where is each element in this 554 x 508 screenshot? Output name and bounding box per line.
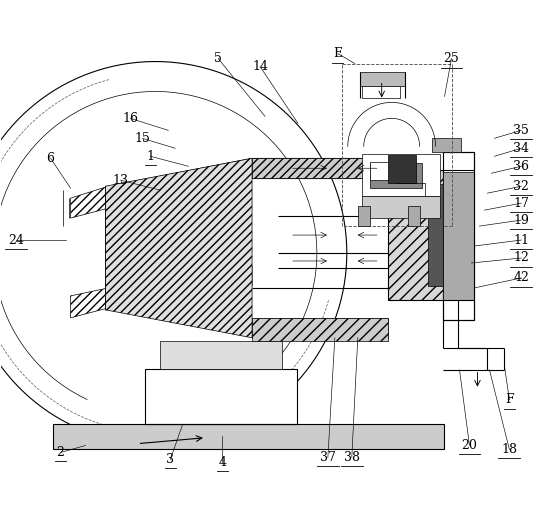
Text: 6: 6 xyxy=(47,152,55,165)
Polygon shape xyxy=(105,158,252,338)
Text: 24: 24 xyxy=(8,234,24,246)
Bar xyxy=(432,138,461,152)
Text: 37: 37 xyxy=(320,451,336,464)
Bar xyxy=(370,163,422,188)
Bar xyxy=(358,206,370,226)
Bar xyxy=(443,152,474,320)
Text: 16: 16 xyxy=(122,112,138,125)
Text: E: E xyxy=(334,47,342,60)
Text: 3: 3 xyxy=(166,453,175,466)
Bar xyxy=(362,154,439,196)
Bar xyxy=(370,162,388,180)
Bar xyxy=(145,369,297,424)
Text: 13: 13 xyxy=(112,174,129,187)
Bar xyxy=(53,424,444,450)
Text: 11: 11 xyxy=(514,234,529,246)
Text: 25: 25 xyxy=(444,52,459,65)
Bar xyxy=(388,170,443,300)
Bar xyxy=(360,73,404,86)
Bar xyxy=(388,155,416,183)
Bar xyxy=(252,318,388,338)
Text: 2: 2 xyxy=(57,446,64,459)
Polygon shape xyxy=(70,158,252,218)
Text: 20: 20 xyxy=(461,439,478,452)
Text: 36: 36 xyxy=(514,160,529,173)
Text: 34: 34 xyxy=(514,142,529,155)
Bar xyxy=(388,170,443,300)
Bar xyxy=(252,318,388,341)
Text: 15: 15 xyxy=(135,132,150,145)
Text: 18: 18 xyxy=(501,443,517,456)
Text: F: F xyxy=(505,393,514,406)
Text: 14: 14 xyxy=(252,60,268,73)
Text: 42: 42 xyxy=(514,271,529,284)
Text: 4: 4 xyxy=(218,456,226,469)
Text: 35: 35 xyxy=(514,124,529,137)
Text: 19: 19 xyxy=(514,213,529,227)
Text: 5: 5 xyxy=(214,52,222,65)
Bar xyxy=(408,206,419,226)
Bar xyxy=(362,196,439,218)
Polygon shape xyxy=(70,266,252,318)
Text: 38: 38 xyxy=(344,451,360,464)
Bar xyxy=(428,184,443,286)
Bar xyxy=(252,158,388,178)
Text: 17: 17 xyxy=(514,197,529,210)
Text: 12: 12 xyxy=(514,251,529,265)
Bar xyxy=(362,86,399,99)
Bar xyxy=(160,341,282,369)
Bar xyxy=(443,172,474,300)
Text: 32: 32 xyxy=(514,180,529,193)
Text: 1: 1 xyxy=(146,150,155,163)
